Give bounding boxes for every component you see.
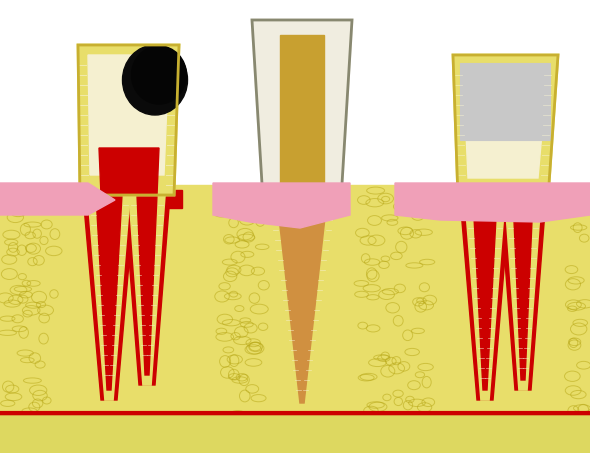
Polygon shape xyxy=(460,63,550,140)
Polygon shape xyxy=(0,183,115,215)
Bar xyxy=(0,413,590,453)
Ellipse shape xyxy=(132,46,186,104)
Polygon shape xyxy=(513,198,533,380)
Bar xyxy=(72,190,182,208)
Polygon shape xyxy=(395,183,590,222)
Polygon shape xyxy=(88,55,169,175)
Bar xyxy=(280,35,324,210)
Polygon shape xyxy=(88,195,130,400)
Ellipse shape xyxy=(123,45,188,115)
Polygon shape xyxy=(83,195,135,400)
Polygon shape xyxy=(465,198,505,400)
Polygon shape xyxy=(99,148,159,195)
Polygon shape xyxy=(500,198,546,390)
Polygon shape xyxy=(129,195,165,385)
Polygon shape xyxy=(277,200,327,403)
Polygon shape xyxy=(96,195,122,390)
Bar xyxy=(450,193,556,211)
Polygon shape xyxy=(473,198,497,390)
Polygon shape xyxy=(137,195,157,375)
Polygon shape xyxy=(463,65,548,178)
Polygon shape xyxy=(505,198,541,390)
Polygon shape xyxy=(460,198,510,400)
Polygon shape xyxy=(268,200,336,408)
Bar xyxy=(0,185,590,453)
Polygon shape xyxy=(252,20,352,200)
Polygon shape xyxy=(78,45,179,195)
Polygon shape xyxy=(124,195,170,385)
Polygon shape xyxy=(453,55,558,198)
Polygon shape xyxy=(213,183,350,228)
